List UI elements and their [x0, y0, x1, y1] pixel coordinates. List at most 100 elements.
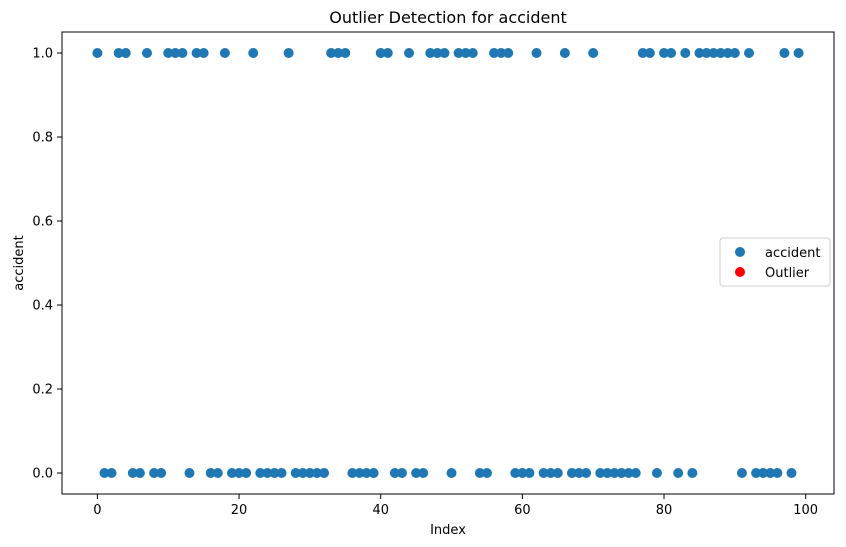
point-accident	[248, 48, 259, 58]
x-tick-label: 60	[514, 503, 531, 518]
point-accident	[304, 468, 315, 478]
point-accident	[163, 48, 174, 58]
point-accident	[219, 48, 230, 58]
y-axis-label: accident	[12, 235, 27, 290]
point-accident	[736, 468, 747, 478]
point-accident	[361, 468, 372, 478]
point-accident	[297, 468, 308, 478]
point-accident	[368, 468, 379, 478]
point-accident	[503, 48, 514, 58]
point-accident	[149, 468, 160, 478]
point-accident	[779, 48, 790, 58]
point-accident	[651, 468, 662, 478]
point-accident	[184, 468, 195, 478]
point-accident	[333, 48, 344, 58]
point-accident	[354, 468, 365, 478]
point-accident	[120, 48, 131, 58]
point-accident	[793, 48, 804, 58]
legend-label-outlier: Outlier	[765, 266, 810, 281]
legend-marker-accident	[735, 247, 745, 257]
point-accident	[687, 468, 698, 478]
point-accident	[496, 48, 507, 58]
point-accident	[616, 468, 627, 478]
point-accident	[666, 48, 677, 58]
point-accident	[602, 468, 613, 478]
point-accident	[588, 48, 599, 58]
legend: accident Outlier	[719, 237, 831, 287]
point-accident	[425, 48, 436, 58]
point-accident	[156, 468, 167, 478]
point-accident	[722, 48, 733, 58]
x-tick-label: 40	[372, 503, 389, 518]
point-accident	[276, 468, 287, 478]
y-tick-label: 0.0	[32, 467, 53, 482]
point-accident	[290, 468, 301, 478]
point-accident	[92, 48, 103, 58]
point-accident	[552, 468, 563, 478]
plot-frame	[61, 31, 835, 495]
y-tick-label: 0.6	[32, 215, 53, 230]
y-axis: 0.0 0.2 0.4 0.6 0.8 1.0	[32, 47, 62, 482]
legend-box	[719, 237, 831, 287]
y-tick-label: 0.4	[32, 299, 53, 314]
point-accident	[347, 468, 358, 478]
point-accident	[786, 468, 797, 478]
point-accident	[439, 48, 450, 58]
point-accident	[751, 468, 762, 478]
point-accident	[326, 48, 337, 58]
y-tick-label: 0.2	[32, 383, 53, 398]
point-accident	[418, 468, 429, 478]
point-accident	[637, 48, 648, 58]
point-accident	[729, 48, 740, 58]
y-tick-label: 0.8	[32, 131, 53, 146]
point-accident	[177, 48, 188, 58]
point-accident	[396, 468, 407, 478]
x-axis: 0 20 40 60 80 100	[93, 494, 818, 518]
point-accident	[134, 468, 145, 478]
point-accident	[460, 48, 471, 58]
point-accident	[99, 468, 110, 478]
point-accident	[595, 468, 606, 478]
y-tick-label: 1.0	[32, 47, 53, 62]
point-accident	[283, 48, 294, 58]
point-accident	[262, 468, 273, 478]
point-accident	[524, 468, 535, 478]
point-accident	[715, 48, 726, 58]
point-accident	[758, 468, 769, 478]
data-points	[92, 48, 804, 478]
point-accident	[234, 468, 245, 478]
point-accident	[701, 48, 712, 58]
plot-area	[61, 31, 835, 495]
point-accident	[630, 468, 641, 478]
point-accident	[141, 48, 152, 58]
x-axis-label: Index	[430, 523, 466, 538]
point-accident	[340, 48, 351, 58]
x-tick-label: 100	[793, 503, 818, 518]
point-accident	[226, 468, 237, 478]
x-tick-label: 0	[93, 503, 101, 518]
point-accident	[644, 48, 655, 58]
point-accident	[382, 48, 393, 58]
point-accident	[566, 468, 577, 478]
point-accident	[106, 468, 117, 478]
point-accident	[481, 468, 492, 478]
point-accident	[744, 48, 755, 58]
point-accident	[708, 48, 719, 58]
point-accident	[559, 48, 570, 58]
point-accident	[311, 468, 322, 478]
point-accident	[474, 468, 485, 478]
legend-marker-outlier	[735, 267, 745, 277]
point-accident	[255, 468, 266, 478]
point-accident	[489, 48, 500, 58]
point-accident	[545, 468, 556, 478]
point-accident	[772, 468, 783, 478]
point-accident	[411, 468, 422, 478]
point-accident	[510, 468, 521, 478]
point-accident	[170, 48, 181, 58]
point-accident	[212, 468, 223, 478]
point-accident	[581, 468, 592, 478]
point-accident	[538, 468, 549, 478]
x-tick-label: 80	[656, 503, 673, 518]
point-accident	[609, 468, 620, 478]
point-accident	[389, 468, 400, 478]
